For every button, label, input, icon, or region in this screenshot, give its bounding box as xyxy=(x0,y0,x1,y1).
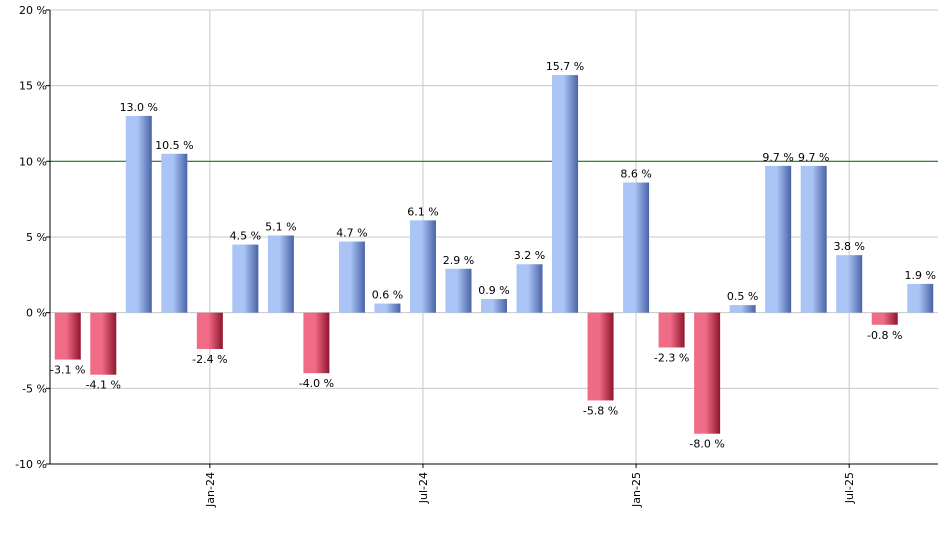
bar-value-label: 13.0 % xyxy=(120,101,158,114)
bar-positive xyxy=(125,115,152,313)
bar-positive xyxy=(516,264,543,313)
bar-value-label: -0.8 % xyxy=(867,329,902,342)
y-tick-label: 5 % xyxy=(26,231,47,244)
bar-value-label: 8.6 % xyxy=(620,168,651,181)
bar-negative xyxy=(303,312,330,374)
bar-value-label: 3.8 % xyxy=(833,240,864,253)
bar-positive xyxy=(445,268,472,313)
y-tick-label: 20 % xyxy=(19,4,47,17)
bar-value-label: 0.6 % xyxy=(372,289,403,302)
x-tick-label: Jul-25 xyxy=(843,472,856,504)
x-tick-label: Jan-25 xyxy=(630,472,643,508)
y-tick-label: 15 % xyxy=(19,80,47,93)
bar-value-label: -8.0 % xyxy=(689,438,724,451)
bar-value-label: 10.5 % xyxy=(155,139,193,152)
bar-value-label: 4.7 % xyxy=(336,227,367,240)
x-tick-label: Jan-24 xyxy=(204,472,217,508)
bar-value-label: -3.1 % xyxy=(50,364,85,377)
data-labels: -3.1 %-4.1 % 13.0 % 10.5 % -2.4 % 4.5 % 5.1 %… xyxy=(50,60,936,451)
bar-positive xyxy=(552,75,579,313)
bar-value-label: -2.3 % xyxy=(654,351,689,364)
bar-positive xyxy=(836,255,863,313)
bar-positive xyxy=(409,220,436,313)
bar-value-label: 9.7 % xyxy=(798,151,829,164)
bar-value-label: 0.5 % xyxy=(727,290,758,303)
bar-value-label: 9.7 % xyxy=(762,151,793,164)
bar-positive xyxy=(161,153,188,313)
bar-value-label: 2.9 % xyxy=(443,254,474,267)
bar-positive xyxy=(267,235,294,313)
x-axis-ticks: Jan-24 Jul-24 Jan-25 Jul-25 xyxy=(204,464,856,508)
bars xyxy=(54,75,934,434)
bar-negative xyxy=(871,312,898,325)
bar-value-label: 15.7 % xyxy=(546,60,584,73)
bar-negative xyxy=(587,312,614,401)
bar-negative xyxy=(196,312,223,349)
bar-negative xyxy=(658,312,685,348)
bar-value-label: 5.1 % xyxy=(265,220,296,233)
bar-value-label: 6.1 % xyxy=(407,205,438,218)
bar-value-label: 1.9 % xyxy=(905,269,936,282)
bar-positive xyxy=(729,305,756,313)
bar-positive xyxy=(907,283,934,313)
bar-negative xyxy=(694,312,721,434)
bar-positive xyxy=(800,165,827,313)
bar-value-label: -2.4 % xyxy=(192,353,227,366)
y-tick-label: 0 % xyxy=(26,307,47,320)
y-tick-label: -5 % xyxy=(22,382,47,395)
bar-negative xyxy=(54,312,81,360)
bar-value-label: 3.2 % xyxy=(514,249,545,262)
bar-positive xyxy=(765,165,792,313)
bar-value-label: 0.9 % xyxy=(478,284,509,297)
bar-value-label: -5.8 % xyxy=(583,404,618,417)
axes xyxy=(49,10,938,465)
bar-negative xyxy=(90,312,117,375)
bar-positive xyxy=(232,244,259,313)
bar-value-label: 4.5 % xyxy=(230,230,261,243)
bar-positive xyxy=(481,299,507,313)
y-axis-ticks: -10 % -5 % 0 % 5 % 10 % 15 % 20 % xyxy=(15,4,50,471)
bar-positive xyxy=(338,241,365,313)
x-tick-label: Jul-24 xyxy=(417,472,430,504)
bar-positive xyxy=(623,182,650,313)
bar-positive xyxy=(374,303,401,313)
y-tick-label: 10 % xyxy=(19,155,47,168)
bar-value-label: -4.1 % xyxy=(86,379,121,392)
bar-value-label: -4.0 % xyxy=(299,377,334,390)
y-tick-label: -10 % xyxy=(15,458,47,471)
